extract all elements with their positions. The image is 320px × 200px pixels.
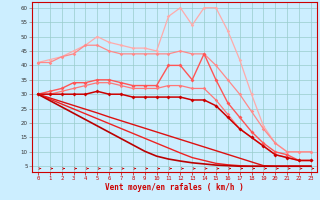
X-axis label: Vent moyen/en rafales ( km/h ): Vent moyen/en rafales ( km/h ) xyxy=(105,183,244,192)
